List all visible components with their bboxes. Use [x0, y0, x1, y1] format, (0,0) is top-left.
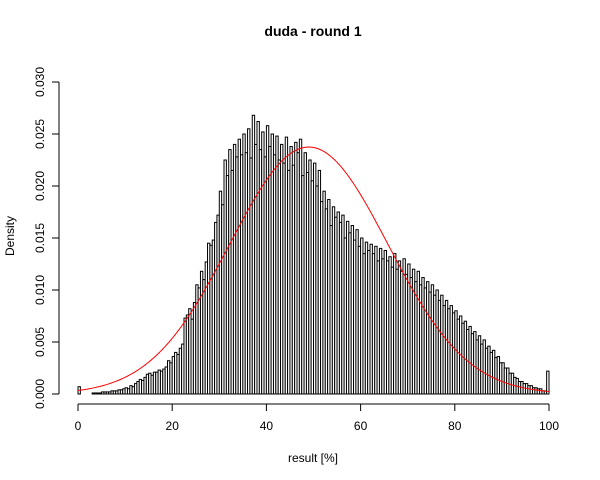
y-tick-label: 0.025	[33, 119, 47, 149]
y-tick-label: 0.015	[33, 223, 47, 253]
histogram-bars	[77, 114, 550, 395]
x-tick-label: 80	[448, 419, 462, 433]
y-axis-label: Density	[3, 216, 17, 256]
normal-density-curve	[77, 146, 550, 393]
y-axis: 0.000 0.005 0.010 0.015 0.020 0.025 0.030	[33, 67, 60, 409]
y-tick-label: 0.000	[33, 379, 47, 409]
y-tick-label: 0.010	[33, 275, 47, 305]
y-tick-label: 0.030	[33, 67, 47, 97]
x-tick-label: 40	[260, 419, 274, 433]
y-tick-label: 0.020	[33, 171, 47, 201]
x-tick-label: 0	[75, 419, 82, 433]
x-axis: 0 20 40 60 80 100	[75, 403, 559, 433]
x-tick-label: 100	[539, 419, 559, 433]
histogram-bar	[546, 370, 550, 395]
x-axis-label: result [%]	[288, 451, 338, 465]
x-tick-label: 60	[354, 419, 368, 433]
chart-title: duda - round 1	[264, 23, 361, 39]
y-tick-label: 0.005	[33, 327, 47, 357]
x-tick-label: 20	[166, 419, 180, 433]
